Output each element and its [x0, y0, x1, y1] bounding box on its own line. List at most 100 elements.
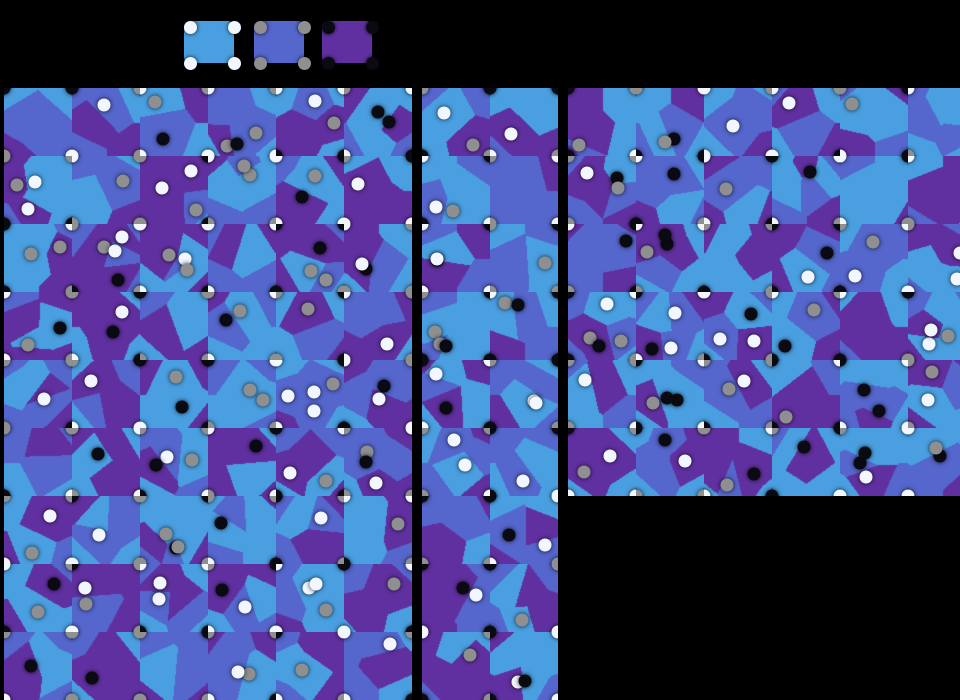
tile-cell	[908, 428, 960, 496]
tile-voronoi-canvas	[422, 88, 490, 156]
tile-voronoi-canvas	[568, 156, 636, 224]
tile-seed-dot-icon	[384, 638, 397, 651]
tile-voronoi-canvas	[490, 496, 558, 564]
tile-cell	[422, 632, 490, 700]
tile-cell	[344, 224, 412, 292]
pattern-canvas-root	[0, 0, 960, 640]
tile-seed-dot-icon	[243, 668, 256, 681]
tile-voronoi-canvas	[344, 564, 412, 632]
legend-corner-dot-icon	[366, 57, 379, 70]
tile-cell	[276, 632, 344, 700]
tile-seed-dot-icon	[922, 394, 935, 407]
tile-seed-dot-icon	[360, 456, 373, 469]
tile-seed-dot-icon	[430, 201, 443, 214]
tile-voronoi-canvas	[208, 496, 276, 564]
tile-seed-dot-icon	[320, 604, 333, 617]
tile-seed-dot-icon	[679, 455, 692, 468]
tile-seed-dot-icon	[157, 133, 170, 146]
tile-voronoi-canvas	[276, 156, 344, 224]
tile-seed-dot-icon	[356, 258, 369, 271]
tile-voronoi-canvas	[72, 224, 140, 292]
tile-seed-dot-icon	[54, 241, 67, 254]
tile-cell	[276, 496, 344, 564]
tile-cell	[344, 360, 412, 428]
tile-seed-dot-icon	[328, 117, 341, 130]
tile-voronoi-canvas	[72, 292, 140, 360]
tile-seed-dot-icon	[860, 471, 873, 484]
tile-voronoi-canvas	[840, 224, 908, 292]
legend-item-periwinkle-tile	[248, 16, 310, 68]
tile-cell	[276, 428, 344, 496]
tile-cell	[636, 88, 704, 156]
tile-seed-dot-icon	[25, 660, 38, 673]
tile-voronoi-canvas	[140, 632, 208, 700]
tile-seed-dot-icon	[581, 167, 594, 180]
tile-cell	[704, 292, 772, 360]
tile-cell	[140, 156, 208, 224]
tile-seed-dot-icon	[22, 339, 35, 352]
tile-voronoi-canvas	[704, 292, 772, 360]
tile-seed-dot-icon	[239, 601, 252, 614]
tile-voronoi-canvas	[4, 564, 72, 632]
tile-voronoi-canvas	[840, 360, 908, 428]
tile-seed-dot-icon	[727, 120, 740, 133]
tile-voronoi-canvas	[840, 292, 908, 360]
tile-seed-dot-icon	[383, 116, 396, 129]
tile-seed-dot-icon	[668, 168, 681, 181]
tile-seed-dot-icon	[552, 694, 559, 700]
tile-seed-dot-icon	[112, 274, 125, 287]
tile-seed-dot-icon	[467, 139, 480, 152]
tile-cell	[72, 564, 140, 632]
tile-cell	[490, 632, 558, 700]
tile-seed-dot-icon	[48, 578, 61, 591]
tile-seed-dot-icon	[720, 183, 733, 196]
tile-seed-dot-icon	[447, 205, 460, 218]
tile-seed-dot-icon	[38, 393, 51, 406]
tile-seed-dot-icon	[519, 675, 532, 688]
tile-seed-dot-icon	[305, 265, 318, 278]
tile-cell	[636, 292, 704, 360]
tile-cell	[4, 292, 72, 360]
tile-seed-dot-icon	[440, 402, 453, 415]
tile-voronoi-canvas	[490, 156, 558, 224]
tile-cell	[422, 428, 490, 496]
tile-cell	[490, 496, 558, 564]
tile-voronoi-canvas	[344, 496, 412, 564]
tile-voronoi-canvas	[344, 224, 412, 292]
tile-cell	[568, 292, 636, 360]
tile-cell	[704, 88, 772, 156]
tile-seed-dot-icon	[149, 96, 162, 109]
tile-seed-dot-icon	[220, 314, 233, 327]
tile-seed-dot-icon	[505, 128, 518, 141]
tile-seed-dot-icon	[372, 106, 385, 119]
tile-seed-dot-icon	[745, 308, 758, 321]
tile-cell	[568, 224, 636, 292]
tile-cell	[140, 88, 208, 156]
tile-seed-dot-icon	[808, 304, 821, 317]
tile-seed-dot-icon	[539, 257, 552, 270]
tile-cell	[422, 88, 490, 156]
tile-cell	[490, 564, 558, 632]
tile-voronoi-canvas	[704, 224, 772, 292]
tile-cell	[208, 428, 276, 496]
tile-voronoi-canvas	[72, 632, 140, 700]
tile-seed-dot-icon	[470, 589, 483, 602]
tile-seed-dot-icon	[257, 394, 270, 407]
tile-voronoi-canvas	[908, 428, 960, 496]
tile-seed-dot-icon	[186, 454, 199, 467]
tile-cell	[772, 88, 840, 156]
tile-seed-dot-icon	[215, 517, 228, 530]
tile-seed-dot-icon	[593, 340, 606, 353]
tile-cell	[568, 88, 636, 156]
legend-corner-dot-icon	[184, 21, 197, 34]
tile-voronoi-canvas	[140, 292, 208, 360]
tile-voronoi-canvas	[344, 632, 412, 700]
tile-cell	[908, 156, 960, 224]
tile-seed-dot-icon	[646, 343, 659, 356]
tile-cell	[4, 564, 72, 632]
tile-cell	[276, 88, 344, 156]
tile-seed-dot-icon	[296, 191, 309, 204]
tile-voronoi-canvas	[840, 156, 908, 224]
tile-cell	[704, 428, 772, 496]
tile-seed-dot-icon	[783, 97, 796, 110]
